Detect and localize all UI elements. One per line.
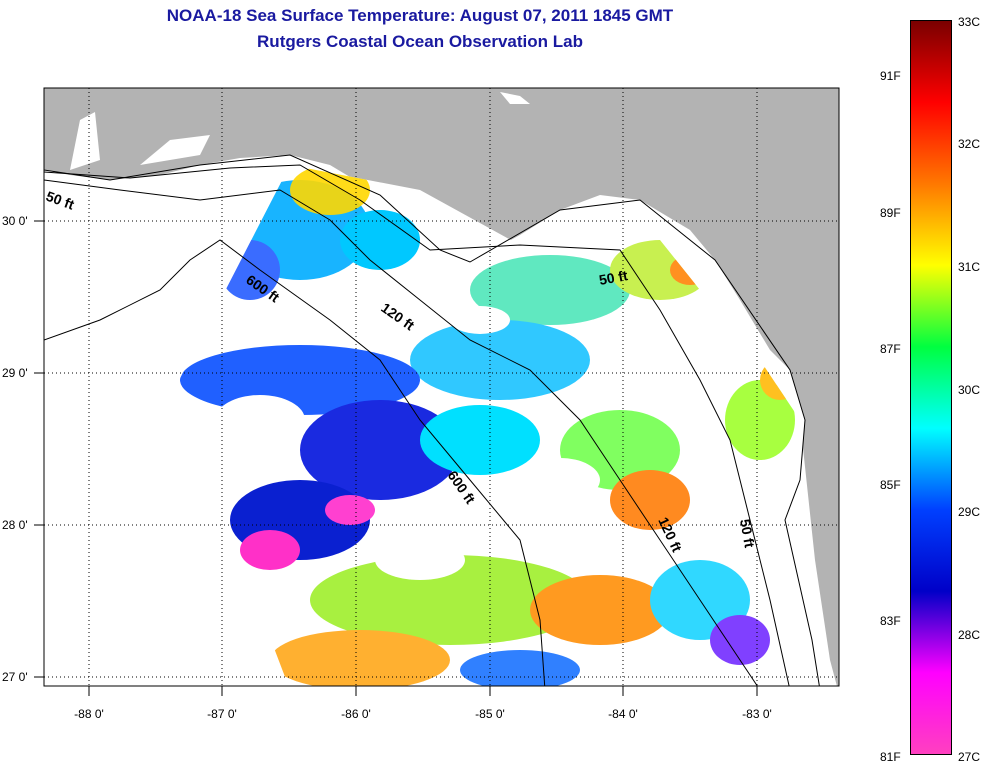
colorbar-celsius-label: 33C [958,15,981,29]
lon-label: -88 0' [74,707,104,721]
lat-label: 28 0' [2,518,28,532]
colorbar-celsius-label: 30C [958,383,981,397]
contour-label: 50 ft [737,518,758,549]
contour-label: 50 ft [598,267,629,288]
colorbar-fahrenheit-label: 89F [880,206,901,220]
lat-label: 27 0' [2,670,28,684]
contour-50ft [44,164,790,686]
temperature-colorbar [910,20,952,755]
lon-label: -85 0' [475,707,505,721]
colorbar-fahrenheit-label: 87F [880,342,901,356]
colorbar-fahrenheit-label: 91F [880,69,901,83]
colorbar-fahrenheit-label: 85F [880,478,901,492]
lat-label: 30 0' [2,214,28,228]
colorbar-celsius-label: 29C [958,505,981,519]
lon-label: -83 0' [742,707,772,721]
colorbar-celsius-label: 27C [958,750,981,764]
colorbar-celsius-label: 28C [958,628,981,642]
colorbar-celsius-label: 31C [958,260,981,274]
colorbar-fahrenheit-label: 83F [880,614,901,628]
contour-600ft [44,239,546,686]
lat-label: 29 0' [2,366,28,380]
lon-label: -87 0' [207,707,237,721]
contour-120ft [44,179,758,686]
colorbar-celsius-label: 32C [958,137,981,151]
map-subtitle: Rutgers Coastal Ocean Observation Lab [257,32,583,51]
lon-label: -86 0' [341,707,371,721]
lon-label: -84 0' [608,707,638,721]
colorbar-fahrenheit-label: 81F [880,750,901,764]
map-title: NOAA-18 Sea Surface Temperature: August … [166,6,674,25]
